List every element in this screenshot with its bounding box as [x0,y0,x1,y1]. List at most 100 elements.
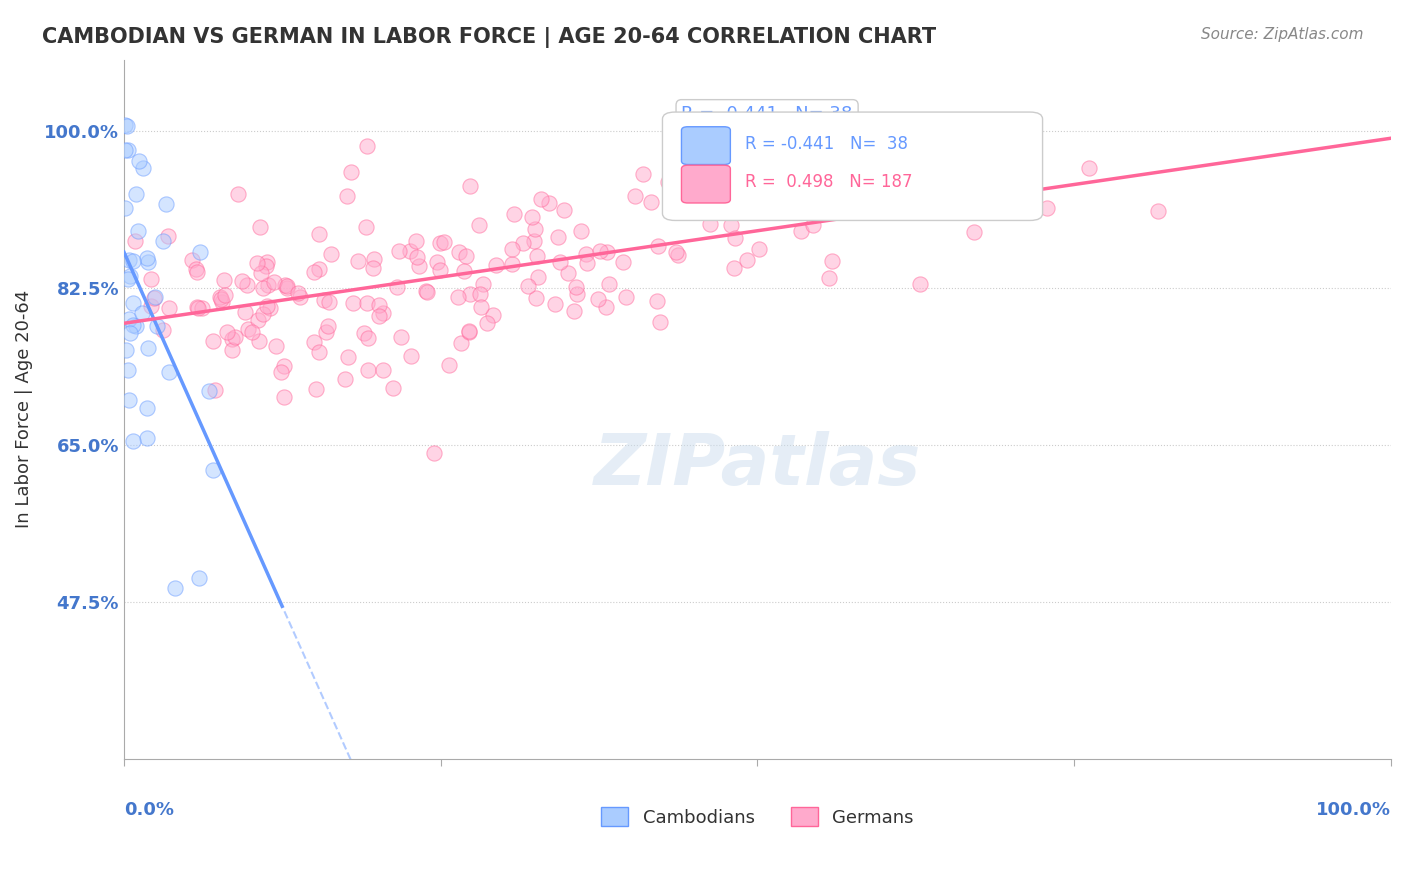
Point [356,296,378,310]
Point [682,157,704,171]
Point [118,269,141,284]
Point [124,234,146,248]
Point [118,326,141,340]
Point [595,301,617,315]
Text: CAMBODIAN VS GERMAN IN LABOR FORCE | AGE 20-64 CORRELATION CHART: CAMBODIAN VS GERMAN IN LABOR FORCE | AGE… [42,27,936,48]
Text: Source: ZipAtlas.com: Source: ZipAtlas.com [1201,27,1364,42]
Point [233,305,256,319]
Y-axis label: In Labor Force | Age 20-64: In Labor Force | Age 20-64 [15,290,32,528]
Point [565,287,588,301]
Point [118,252,141,267]
Point [1000,135,1022,149]
Point [273,390,295,404]
Point [136,431,159,445]
Point [472,277,495,292]
Point [399,349,422,363]
Point [136,255,159,269]
Point [735,252,758,267]
Point [405,234,427,248]
Point [406,251,429,265]
Point [157,228,180,243]
Point [117,143,139,157]
Point [458,286,481,301]
Point [524,221,547,235]
Point [257,277,280,292]
Point [423,446,446,460]
Point [246,256,269,270]
Point [249,219,271,234]
Text: R =  0.498   N= 187: R = 0.498 N= 187 [745,173,912,191]
Point [274,278,297,293]
Point [204,383,226,397]
Point [512,236,534,251]
Point [810,187,832,202]
Point [188,245,211,260]
Point [470,301,492,315]
Point [188,571,211,585]
Point [308,227,330,242]
Point [342,296,364,310]
Point [501,257,523,271]
Point [135,251,157,265]
Point [550,255,572,269]
Point [450,336,472,351]
Point [316,319,339,334]
Point [457,325,479,339]
Point [426,255,449,269]
Point [986,186,1008,201]
Point [543,296,565,310]
Point [128,153,150,168]
Point [246,313,269,327]
Point [623,188,645,202]
Point [408,259,430,273]
Point [321,247,343,261]
Point [612,255,634,269]
Point [264,339,287,353]
Point [273,359,295,373]
Point [256,254,278,268]
Point [357,331,380,345]
Point [453,263,475,277]
Point [302,334,325,349]
Point [640,195,662,210]
Point [117,271,139,285]
Point [970,187,993,202]
Point [530,192,553,206]
Point [1146,204,1168,219]
Point [385,280,408,294]
Text: R = -0.441   N=  38: R = -0.441 N= 38 [745,135,908,153]
Point [616,290,638,304]
Point [214,287,236,301]
Point [910,277,932,292]
Point [236,321,259,335]
Point [516,279,538,293]
Point [415,284,437,298]
Point [287,285,309,300]
Point [186,300,208,314]
Point [122,295,145,310]
Point [526,291,548,305]
Point [201,334,224,348]
Point [252,281,274,295]
Point [247,334,270,348]
Point [415,285,437,300]
Text: 0.0%: 0.0% [124,801,174,819]
Point [152,322,174,336]
Point [314,293,336,307]
Point [439,358,461,372]
Point [118,392,141,407]
Point [276,279,298,293]
Point [315,326,337,340]
Point [187,301,209,316]
Point [337,350,360,364]
Point [945,199,967,213]
Point [969,173,991,187]
Point [211,294,233,309]
Point [371,306,394,320]
Point [596,245,619,260]
Point [770,111,793,125]
Point [527,270,550,285]
Point [146,319,169,334]
Point [191,301,214,315]
Point [240,325,263,339]
